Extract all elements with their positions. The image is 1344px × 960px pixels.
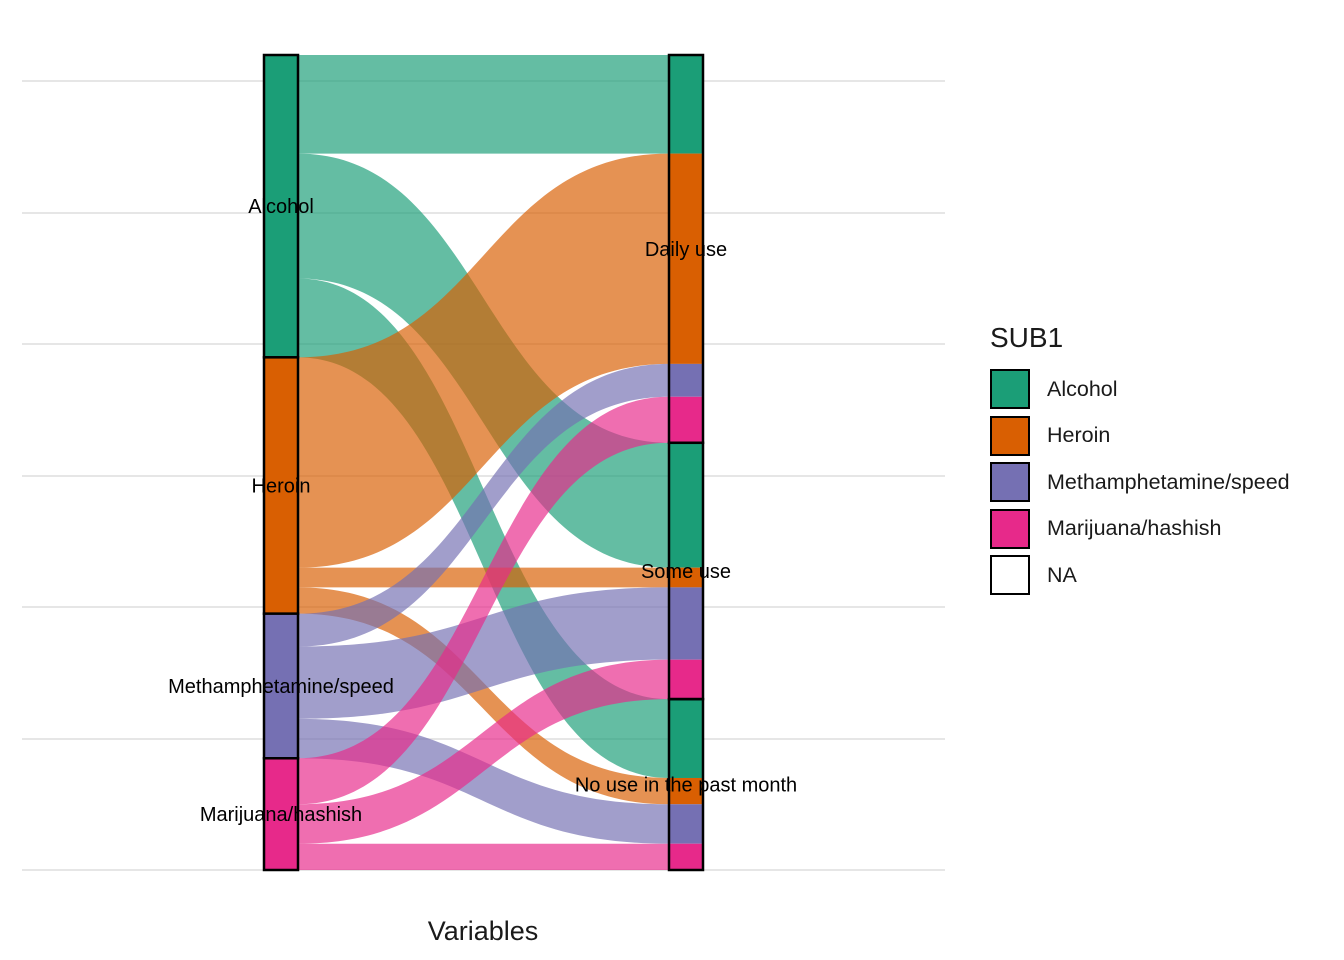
stratum-segment-no-use-in-the-past-month-alcohol — [669, 699, 703, 778]
stratum-segment-daily-use-heroin — [669, 153, 703, 364]
stratum-heroin — [262, 356, 300, 615]
strata — [262, 53, 705, 872]
stratum-methamphetamine-speed — [262, 612, 300, 760]
stratum-label-no-use-in-the-past-month: No use in the past month — [575, 775, 797, 797]
stratum-label-alcohol: Alcohol — [248, 196, 314, 218]
legend-item-na: NA — [990, 552, 1290, 599]
stratum-segment-some-use-marijuana-hashish — [669, 659, 703, 700]
flow-heroin-to-no-use-in-the-past-month — [298, 587, 669, 805]
legend-label: Marijuana/hashish — [1047, 516, 1222, 541]
stratum-segment-no-use-in-the-past-month-heroin — [669, 777, 703, 805]
legend-swatch — [990, 369, 1030, 410]
stratum-segment-no-use-in-the-past-month-marijuana-hashish — [669, 843, 703, 870]
legend-title: SUB1 — [990, 322, 1064, 353]
flow-marijuana-hashish-to-no-use-in-the-past-month — [298, 843, 669, 870]
flow-alcohol-to-daily-use — [298, 55, 669, 154]
legend-swatch — [990, 415, 1030, 456]
stratum-label-daily-use: Daily use — [645, 239, 727, 261]
stratum-marijuana-hashish — [262, 757, 300, 872]
stratum-segment-daily-use-methamphetamine-speed — [669, 363, 703, 397]
stratum-segment-daily-use-alcohol — [669, 55, 703, 154]
stratum-label-some-use: Some use — [641, 561, 731, 583]
flows — [298, 55, 669, 870]
legend-item-methamphetamine-speed: Methamphetamine/speed — [990, 459, 1290, 506]
flow-heroin-to-some-use — [298, 567, 669, 588]
stratum-segment-some-use-alcohol — [669, 442, 703, 568]
stratum-segment-no-use-in-the-past-month-methamphetamine-speed — [669, 804, 703, 844]
flow-methamphetamine-speed-to-some-use — [298, 587, 669, 719]
stratum-labels: Alcohol Heroin Methamphetamine/speed Mariju… — [168, 196, 797, 826]
flow-methamphetamine-speed-to-daily-use — [298, 363, 669, 647]
flow-alcohol-to-no-use-in-the-past-month — [298, 278, 669, 778]
legend-item-alcohol: Alcohol — [990, 366, 1290, 413]
legend-swatch — [990, 555, 1030, 596]
legend-label: NA — [1047, 562, 1077, 587]
legend-swatch — [990, 508, 1030, 549]
legend: SUB1 Alcohol Heroin Methamphetamine/speed M… — [990, 322, 1290, 599]
stratum-label-heroin: Heroin — [252, 476, 311, 498]
flow-marijuana-hashish-to-daily-use — [298, 396, 669, 805]
stratum-alcohol — [262, 53, 300, 359]
legend-items: Alcohol Heroin Methamphetamine/speed Mariju… — [990, 366, 1290, 599]
legend-swatch — [990, 462, 1030, 503]
stratum-segment-some-use-methamphetamine-speed — [669, 587, 703, 660]
legend-label: Methamphetamine/speed — [1047, 469, 1290, 494]
legend-item-marijuana-hashish: Marijuana/hashish — [990, 506, 1290, 553]
stratum-segment-some-use-heroin — [669, 567, 703, 588]
stratum-label-methamphetamine-speed: Methamphetamine/speed — [168, 676, 394, 698]
legend-label: Heroin — [1047, 423, 1111, 448]
legend-item-heroin: Heroin — [990, 413, 1290, 460]
stratum-label-marijuana-hashish: Marijuana/hashish — [200, 804, 362, 826]
stratum-no-use-in-the-past-month — [667, 697, 705, 872]
flow-heroin-to-daily-use — [298, 153, 669, 568]
flow-marijuana-hashish-to-some-use — [298, 659, 669, 844]
x-axis-label: Variables — [428, 916, 539, 946]
stratum-segment-daily-use-marijuana-hashish — [669, 396, 703, 443]
legend-label: Alcohol — [1047, 376, 1118, 401]
